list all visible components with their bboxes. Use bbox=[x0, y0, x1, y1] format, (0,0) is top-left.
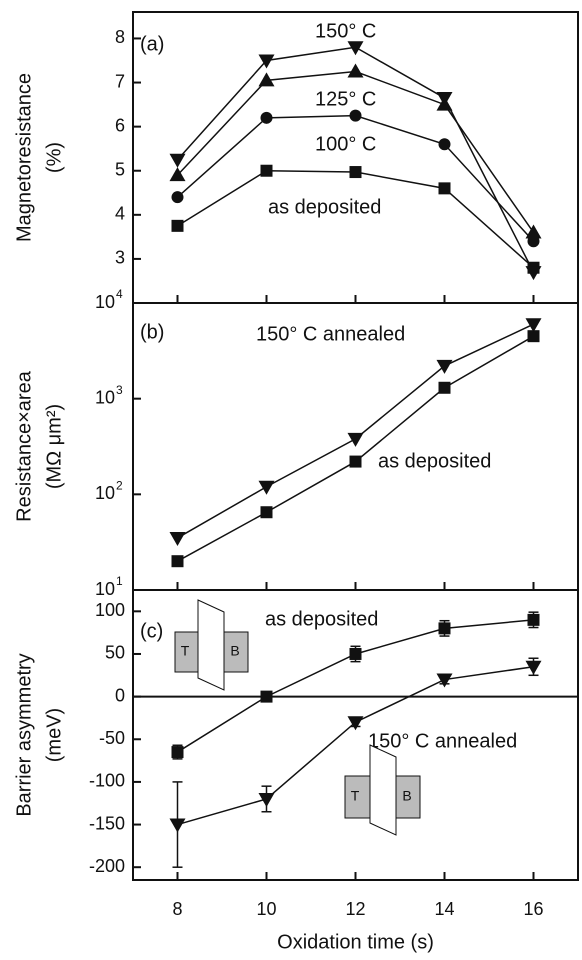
marker bbox=[258, 792, 275, 807]
x-tick-label: 16 bbox=[523, 899, 543, 919]
y-axis-label: Magnetoresistance bbox=[13, 73, 35, 242]
inset-label: T bbox=[351, 788, 360, 804]
y-axis-label: Barrier asymmetry bbox=[13, 653, 35, 816]
marker bbox=[438, 138, 451, 151]
annotation: as deposited bbox=[268, 196, 381, 218]
marker bbox=[525, 266, 542, 281]
inset-label: B bbox=[402, 788, 411, 804]
marker bbox=[438, 182, 451, 195]
y-tick-label: 6 bbox=[115, 115, 125, 135]
marker bbox=[169, 818, 186, 833]
y-axis-label: Resistance×area bbox=[13, 370, 35, 522]
inset-electrode bbox=[344, 775, 375, 819]
marker bbox=[436, 91, 453, 106]
marker bbox=[169, 153, 186, 168]
y-tick-label: 4 bbox=[115, 204, 125, 224]
marker bbox=[527, 330, 540, 343]
marker bbox=[258, 72, 275, 87]
marker bbox=[436, 359, 453, 374]
plot-frame bbox=[132, 11, 579, 304]
marker bbox=[436, 673, 453, 688]
y-tick-label: -50 bbox=[99, 728, 125, 748]
y-tick-label: 3 bbox=[115, 248, 125, 268]
series-line bbox=[177, 335, 534, 562]
y-tick-label: 10 bbox=[95, 579, 115, 599]
series-line bbox=[176, 46, 535, 273]
marker bbox=[260, 506, 273, 519]
marker bbox=[438, 381, 451, 394]
y-tick-label: -150 bbox=[89, 813, 125, 833]
y-tick-label: 100 bbox=[95, 600, 125, 620]
marker bbox=[171, 219, 184, 232]
x-tick-label: 10 bbox=[256, 899, 276, 919]
marker bbox=[525, 660, 542, 675]
marker bbox=[438, 622, 451, 635]
marker bbox=[347, 41, 364, 56]
marker bbox=[171, 191, 184, 204]
marker bbox=[347, 432, 364, 447]
inset-barrier bbox=[369, 744, 397, 836]
marker bbox=[260, 111, 273, 124]
marker bbox=[258, 480, 275, 495]
y-tick-label: 0 bbox=[115, 685, 125, 705]
annotation: as deposited bbox=[378, 450, 491, 472]
x-tick-label: 12 bbox=[345, 899, 365, 919]
y-tick-label: 10 bbox=[95, 292, 115, 312]
marker bbox=[169, 167, 186, 182]
y-tick-label: 5 bbox=[115, 159, 125, 179]
y-tick-label: -100 bbox=[89, 771, 125, 791]
x-tick-label: 14 bbox=[434, 899, 454, 919]
y-tick-sup: 3 bbox=[116, 383, 123, 397]
y-axis-label: (%) bbox=[43, 142, 65, 173]
marker bbox=[347, 63, 364, 78]
inset-label: T bbox=[181, 643, 190, 659]
marker bbox=[260, 164, 273, 177]
y-tick-label: 10 bbox=[95, 387, 115, 407]
marker bbox=[171, 746, 184, 759]
marker bbox=[258, 54, 275, 69]
x-axis-label: Oxidation time (s) bbox=[277, 931, 434, 953]
inset-barrier bbox=[197, 599, 225, 691]
annotation: 150° C annealed bbox=[368, 730, 517, 752]
y-axis-label: (meV) bbox=[43, 708, 65, 762]
marker bbox=[527, 613, 540, 626]
x-tick-label: 8 bbox=[172, 899, 182, 919]
y-tick-sup: 4 bbox=[116, 287, 123, 301]
annotation: 150° C bbox=[315, 20, 376, 42]
y-tick-label: 50 bbox=[105, 643, 125, 663]
y-tick-label: -200 bbox=[89, 856, 125, 876]
marker bbox=[347, 716, 364, 731]
marker bbox=[525, 318, 542, 333]
marker bbox=[525, 224, 542, 239]
y-tick-label: 7 bbox=[115, 71, 125, 91]
y-tick-sup: 2 bbox=[116, 479, 123, 493]
annotation: 125° C bbox=[315, 88, 376, 110]
annotation: (c) bbox=[140, 620, 163, 642]
marker bbox=[349, 109, 362, 122]
inset-label: B bbox=[230, 643, 239, 659]
annotation: (b) bbox=[140, 321, 164, 343]
marker bbox=[349, 455, 362, 468]
y-axis-label: (MΩ μm²) bbox=[43, 404, 65, 489]
marker bbox=[349, 166, 362, 179]
series-line bbox=[177, 323, 534, 539]
marker bbox=[349, 647, 362, 660]
annotation: 150° C annealed bbox=[256, 323, 405, 345]
annotation: (a) bbox=[140, 33, 164, 55]
marker bbox=[171, 555, 184, 568]
marker bbox=[260, 690, 273, 703]
y-tick-label: 10 bbox=[95, 483, 115, 503]
annotation: 100° C bbox=[315, 133, 376, 155]
y-tick-sup: 1 bbox=[116, 574, 123, 588]
series-line bbox=[177, 169, 534, 269]
y-tick-label: 8 bbox=[115, 27, 125, 47]
annotation: as deposited bbox=[265, 608, 378, 630]
marker bbox=[169, 531, 186, 546]
